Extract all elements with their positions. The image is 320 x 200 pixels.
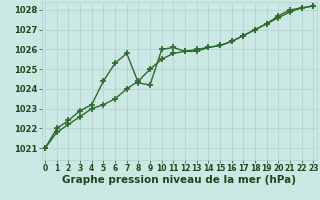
X-axis label: Graphe pression niveau de la mer (hPa): Graphe pression niveau de la mer (hPa): [62, 175, 296, 185]
